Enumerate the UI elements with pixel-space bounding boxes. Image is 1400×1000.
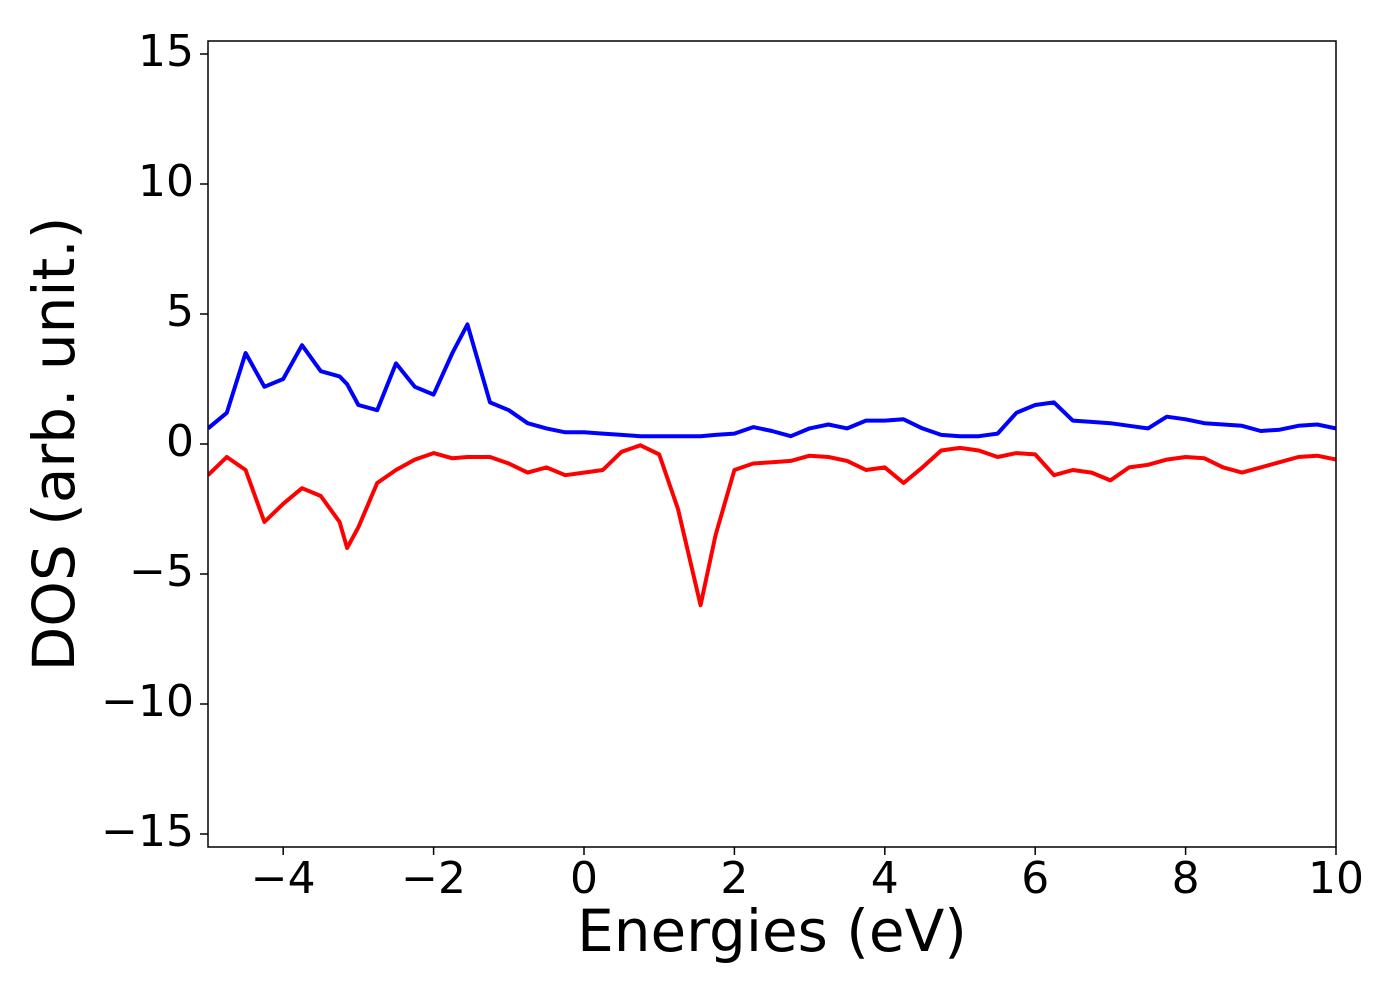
y-tick-label: 15 xyxy=(138,26,194,77)
y-tick-label: −10 xyxy=(101,676,194,727)
x-tick-label: 2 xyxy=(720,853,748,904)
data-line xyxy=(208,443,1336,608)
y-axis-label: DOS (arb. unit.) xyxy=(20,217,88,672)
x-tick-label: 10 xyxy=(1308,853,1364,904)
x-tick-label: 0 xyxy=(570,853,598,904)
x-tick-label: 6 xyxy=(1021,853,1049,904)
x-axis-label: Energies (eV) xyxy=(577,897,967,965)
y-tick-label: 10 xyxy=(138,156,194,207)
y-tick-label: 0 xyxy=(166,416,194,467)
x-tick-label: 8 xyxy=(1172,853,1200,904)
plot-area xyxy=(208,322,1336,608)
plot-frame xyxy=(207,40,1337,848)
data-line xyxy=(208,322,1336,439)
y-tick-label: −15 xyxy=(101,806,194,857)
x-tick-label: 4 xyxy=(871,853,899,904)
y-tick-label: −5 xyxy=(129,546,194,597)
x-tick-label: −4 xyxy=(251,853,316,904)
y-tick-label: 5 xyxy=(166,286,194,337)
x-tick-label: −2 xyxy=(401,853,466,904)
